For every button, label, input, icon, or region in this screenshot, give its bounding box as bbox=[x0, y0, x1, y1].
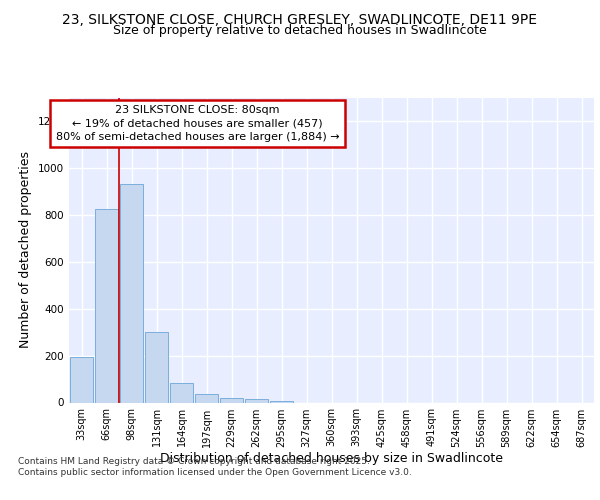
Y-axis label: Number of detached properties: Number of detached properties bbox=[19, 152, 32, 348]
Bar bbox=[70, 357, 93, 403]
Bar bbox=[145, 332, 168, 402]
Bar bbox=[220, 398, 243, 402]
Text: Contains HM Land Registry data © Crown copyright and database right 2025.
Contai: Contains HM Land Registry data © Crown c… bbox=[18, 458, 412, 477]
Text: 23, SILKSTONE CLOSE, CHURCH GRESLEY, SWADLINCOTE, DE11 9PE: 23, SILKSTONE CLOSE, CHURCH GRESLEY, SWA… bbox=[62, 12, 538, 26]
Text: 23 SILKSTONE CLOSE: 80sqm
← 19% of detached houses are smaller (457)
80% of semi: 23 SILKSTONE CLOSE: 80sqm ← 19% of detac… bbox=[56, 105, 340, 142]
Bar bbox=[245, 400, 268, 402]
Bar bbox=[170, 382, 193, 402]
X-axis label: Distribution of detached houses by size in Swadlincote: Distribution of detached houses by size … bbox=[160, 452, 503, 466]
Text: Size of property relative to detached houses in Swadlincote: Size of property relative to detached ho… bbox=[113, 24, 487, 37]
Bar bbox=[195, 394, 218, 402]
Bar bbox=[270, 401, 293, 402]
Bar bbox=[95, 209, 118, 402]
Bar bbox=[120, 184, 143, 402]
